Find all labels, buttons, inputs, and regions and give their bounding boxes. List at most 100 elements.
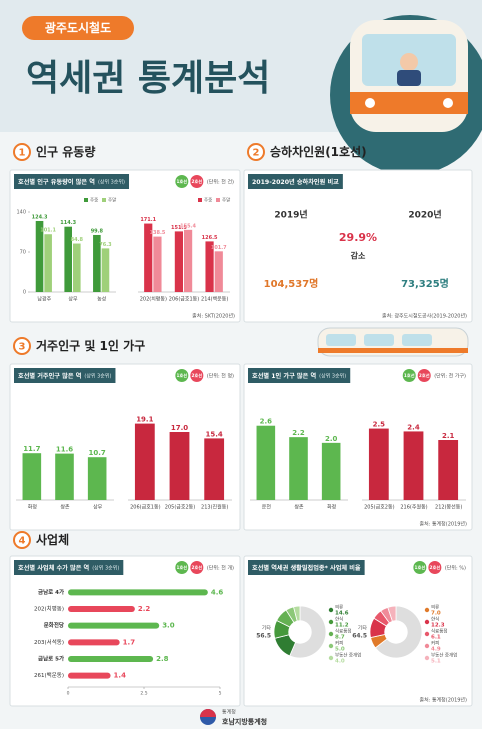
legend-marker bbox=[190, 561, 204, 574]
x-tick-label: 화정 bbox=[28, 504, 37, 511]
change-label: 감소 bbox=[351, 251, 366, 261]
bar bbox=[68, 672, 111, 679]
bar bbox=[68, 589, 208, 596]
pie-value: 4.9 bbox=[431, 647, 441, 653]
pie-value: 5.0 bbox=[335, 647, 345, 653]
legend-marker bbox=[190, 175, 204, 188]
bar bbox=[184, 229, 193, 292]
series-legend-marker bbox=[216, 198, 220, 202]
value-label: 2.2 bbox=[292, 429, 305, 437]
pie-value: 4.0 bbox=[335, 659, 345, 665]
panel-unit: (단위: 천 명) bbox=[207, 373, 234, 380]
y-tick-label: 261(백운동) bbox=[34, 671, 64, 679]
pie-label: 한식 bbox=[431, 616, 439, 623]
value-label: 11.7 bbox=[23, 445, 40, 453]
x-tick-label: 화정 bbox=[327, 504, 336, 511]
x-tick-label: 0 bbox=[67, 691, 70, 697]
panel-title: 호선별 역세권 생활밀접업종* 사업체 비율 bbox=[252, 564, 361, 572]
series-legend-marker bbox=[84, 198, 88, 202]
pie-label: 의류 bbox=[431, 604, 439, 611]
legend-marker bbox=[175, 561, 189, 574]
pie-label: 식료품점 bbox=[431, 628, 448, 635]
value-label: 1.4 bbox=[114, 672, 127, 680]
pie-value: 7.0 bbox=[431, 611, 441, 617]
legend-label: 1호선 bbox=[404, 372, 415, 379]
panel bbox=[9, 555, 241, 707]
legend-marker bbox=[417, 369, 431, 382]
value-label: 17.0 bbox=[171, 424, 188, 432]
x-tick-label: 5 bbox=[219, 691, 222, 697]
x-tick-label: 212(봉선동) bbox=[435, 504, 462, 511]
panel-title: 호선별 인구 유동량이 많은 역 bbox=[18, 178, 95, 186]
pie-label: 커피 bbox=[431, 640, 439, 647]
bar bbox=[204, 438, 225, 500]
pie-value: 64.5 bbox=[352, 633, 367, 640]
legend-label: 2호선 bbox=[192, 372, 203, 379]
value-label: 2.1 bbox=[442, 432, 455, 440]
section-title: 사업체 bbox=[36, 532, 69, 547]
bar bbox=[44, 234, 52, 292]
pie-label-dot bbox=[328, 619, 334, 625]
pie-label: 한식 bbox=[335, 616, 343, 623]
badge bbox=[22, 16, 134, 40]
panel-header-bar bbox=[14, 560, 124, 575]
bar bbox=[68, 606, 135, 612]
bar bbox=[256, 425, 276, 500]
series-legend-label: 주중 bbox=[90, 198, 98, 204]
x-tick-label: 운천 bbox=[262, 504, 272, 511]
pie-label: 부동산 중개업 bbox=[335, 652, 361, 659]
series-legend-label: 주말 bbox=[108, 197, 116, 204]
x-tick-label: 상무 bbox=[93, 504, 103, 511]
bar bbox=[87, 457, 107, 500]
legend-marker bbox=[413, 561, 427, 574]
panel-title: 호선별 거주인구 많은 역 bbox=[18, 372, 82, 380]
pie-value: 56.5 bbox=[256, 633, 271, 640]
pie-label: 의류 bbox=[335, 604, 343, 611]
panel-source: 출처: 통계청(2019년) bbox=[419, 697, 467, 704]
pie-value: 14.6 bbox=[335, 611, 349, 617]
pie-value: 12.3 bbox=[431, 623, 445, 629]
series-legend-label: 주중 bbox=[204, 198, 212, 204]
value-label: 2.2 bbox=[138, 605, 151, 613]
bar bbox=[68, 622, 160, 629]
bar bbox=[68, 656, 154, 662]
pie-label: 커피 bbox=[335, 640, 343, 647]
bar bbox=[174, 231, 183, 292]
bar bbox=[35, 220, 44, 292]
legend-marker bbox=[190, 369, 204, 382]
value-label: 76.3 bbox=[99, 242, 112, 248]
section-number: 4 bbox=[19, 536, 26, 547]
panel-header-bar bbox=[14, 174, 130, 189]
x-tick-label: 206(금호1동) bbox=[130, 505, 160, 511]
panel-source: 출처: 통계청(2019년) bbox=[419, 521, 467, 528]
bar bbox=[214, 251, 223, 292]
pie-label-dot bbox=[328, 643, 334, 649]
section-title: 거주인구 및 1인 가구 bbox=[36, 338, 145, 353]
pie-label: 부동산 중개업 bbox=[431, 652, 457, 659]
legend-marker bbox=[402, 369, 416, 382]
pie-label-dot bbox=[424, 643, 430, 649]
value-label: 155.4 bbox=[180, 223, 196, 229]
value-label: 151.5 bbox=[171, 225, 187, 231]
bar bbox=[321, 442, 341, 500]
x-tick-label: 205(금호2동) bbox=[165, 505, 195, 511]
pie-value: 6.1 bbox=[431, 635, 441, 641]
section-title: 인구 유동량 bbox=[36, 144, 95, 159]
bar bbox=[438, 440, 459, 500]
panel-unit: (단위: %) bbox=[445, 565, 466, 572]
pie-label: 기타 bbox=[262, 625, 272, 632]
y-tick-label: 문화전당 bbox=[44, 621, 64, 629]
x-tick-label: 쌍촌 bbox=[294, 504, 304, 511]
pie-label: 기타 bbox=[358, 625, 368, 632]
legend-label: 1호선 bbox=[177, 564, 188, 571]
bar bbox=[68, 639, 120, 646]
panel-header-bar bbox=[14, 368, 116, 383]
value-label: 4.6 bbox=[211, 588, 224, 596]
bar bbox=[368, 428, 389, 500]
ridership-count: 104,537명 bbox=[264, 277, 319, 290]
panel bbox=[243, 169, 473, 323]
legend-label: 2호선 bbox=[192, 564, 203, 571]
section-number: 1 bbox=[19, 148, 26, 159]
pie-label: 식료품점 bbox=[335, 628, 352, 635]
panel-header-bar bbox=[248, 560, 365, 575]
